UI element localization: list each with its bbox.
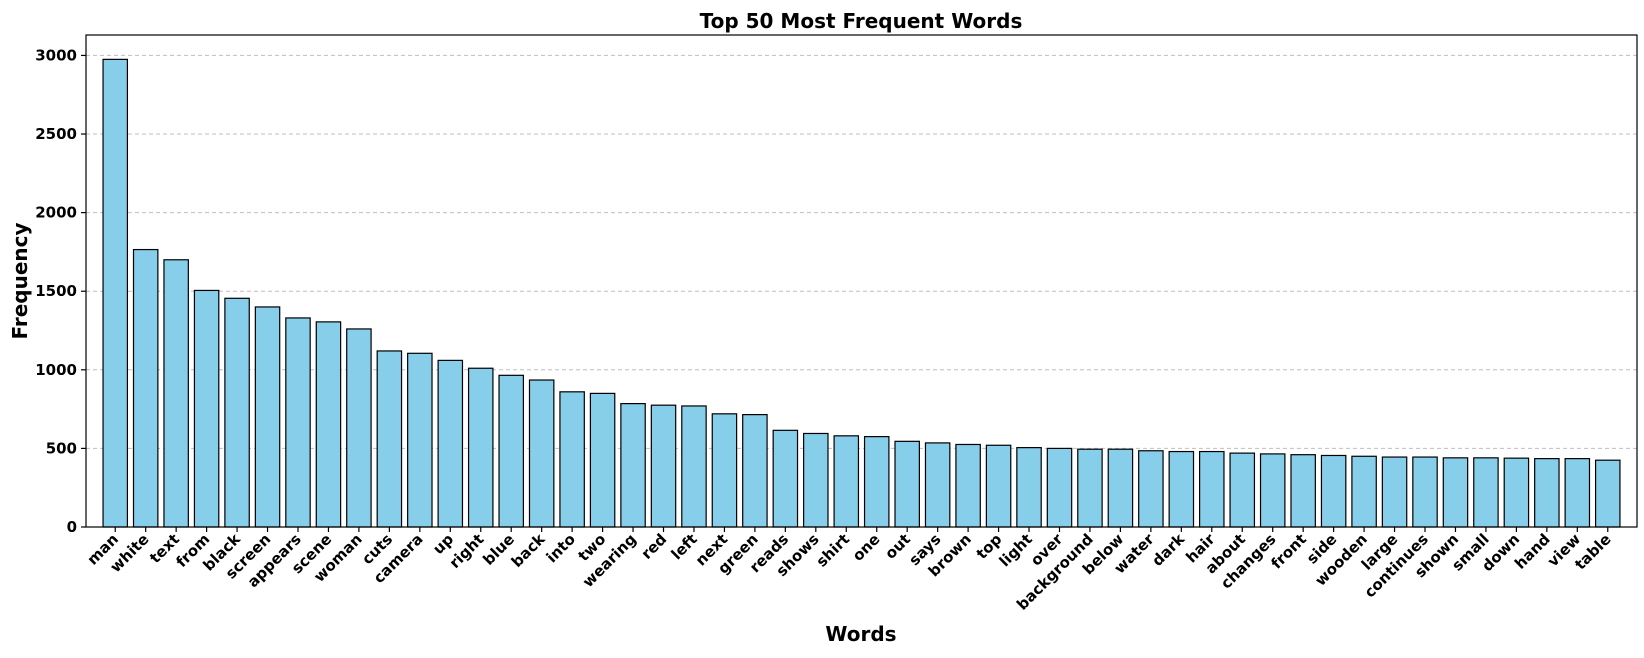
bar-cuts bbox=[376, 350, 403, 528]
bar-into bbox=[559, 391, 585, 528]
y-tick-label: 1000 bbox=[35, 361, 77, 379]
bar-camera bbox=[407, 352, 433, 528]
bar-water bbox=[1138, 450, 1164, 528]
bar-black bbox=[224, 297, 250, 528]
x-tick-label: front bbox=[1268, 530, 1310, 572]
bar-wearing bbox=[620, 403, 646, 528]
bar-two bbox=[589, 392, 616, 528]
bar-left bbox=[681, 405, 707, 528]
x-tick-label: hand bbox=[1511, 530, 1554, 573]
bar-about bbox=[1229, 452, 1256, 528]
y-axis-ticks: 0 500 1000 1500 2000 2500 3000 bbox=[35, 46, 86, 536]
bar-appears bbox=[285, 317, 311, 528]
y-tick-label: 2500 bbox=[35, 125, 77, 143]
bar-down bbox=[1503, 457, 1530, 528]
bar-top bbox=[985, 444, 1012, 528]
bar-dark bbox=[1168, 450, 1195, 528]
bar-hand bbox=[1534, 458, 1560, 528]
x-tick-label: dark bbox=[1148, 529, 1188, 569]
bar-large bbox=[1381, 456, 1408, 528]
bar-small bbox=[1473, 457, 1499, 528]
bar-table bbox=[1594, 459, 1621, 528]
bar-up bbox=[437, 359, 464, 528]
chart-title: Top 50 Most Frequent Words bbox=[700, 9, 1023, 33]
bar-front bbox=[1290, 454, 1316, 528]
bar-background bbox=[1077, 448, 1103, 528]
y-tick-label: 500 bbox=[46, 439, 77, 457]
bar-wooden bbox=[1351, 455, 1377, 528]
bar-next bbox=[711, 413, 738, 528]
x-tick-label: red bbox=[638, 530, 671, 563]
bar-reads bbox=[772, 429, 799, 528]
x-tick-label: light bbox=[996, 530, 1036, 570]
bar-red bbox=[650, 404, 677, 528]
bar-out bbox=[894, 440, 920, 528]
bar-blue bbox=[498, 374, 524, 528]
bar-brown bbox=[955, 443, 981, 528]
bar-changes bbox=[1259, 453, 1286, 528]
plot-frame bbox=[85, 34, 1638, 528]
bar-scene bbox=[315, 321, 342, 528]
bar-over bbox=[1046, 447, 1073, 528]
y-tick-label: 0 bbox=[67, 518, 77, 536]
bar-screen bbox=[254, 306, 281, 528]
bar-side bbox=[1320, 454, 1347, 528]
y-tick-label: 2000 bbox=[35, 204, 77, 222]
bar-light bbox=[1016, 447, 1042, 528]
bar-green bbox=[742, 414, 768, 528]
x-tick-label: right bbox=[446, 530, 488, 572]
bar-says bbox=[924, 442, 951, 528]
y-tick-label: 3000 bbox=[35, 46, 77, 64]
x-tick-label: into bbox=[543, 530, 579, 566]
bar-text bbox=[163, 259, 189, 528]
bar-back bbox=[528, 379, 555, 528]
bar-from bbox=[193, 289, 220, 528]
bar-view bbox=[1564, 458, 1591, 528]
bar-man bbox=[102, 58, 129, 528]
x-axis-label: Words bbox=[825, 622, 896, 646]
x-tick-label: shirt bbox=[813, 530, 854, 571]
bar-one bbox=[863, 436, 890, 528]
bar-shirt bbox=[833, 435, 860, 528]
x-tick-label: one bbox=[849, 530, 884, 565]
bar-shown bbox=[1442, 457, 1469, 528]
bar-continues bbox=[1412, 456, 1438, 528]
y-axis-label: Frequency bbox=[8, 222, 32, 339]
bar-hair bbox=[1199, 450, 1225, 528]
bar-white bbox=[132, 248, 159, 528]
x-tick-label: back bbox=[508, 529, 550, 571]
y-tick-label: 1500 bbox=[35, 282, 77, 300]
bar-shows bbox=[803, 432, 829, 528]
bar-below bbox=[1107, 448, 1134, 528]
bars bbox=[102, 58, 1621, 528]
x-axis-ticks: manwhitetextfromblackscreenappearsscenew… bbox=[84, 527, 1615, 614]
bar-woman bbox=[346, 328, 372, 528]
bar-right bbox=[467, 367, 494, 528]
